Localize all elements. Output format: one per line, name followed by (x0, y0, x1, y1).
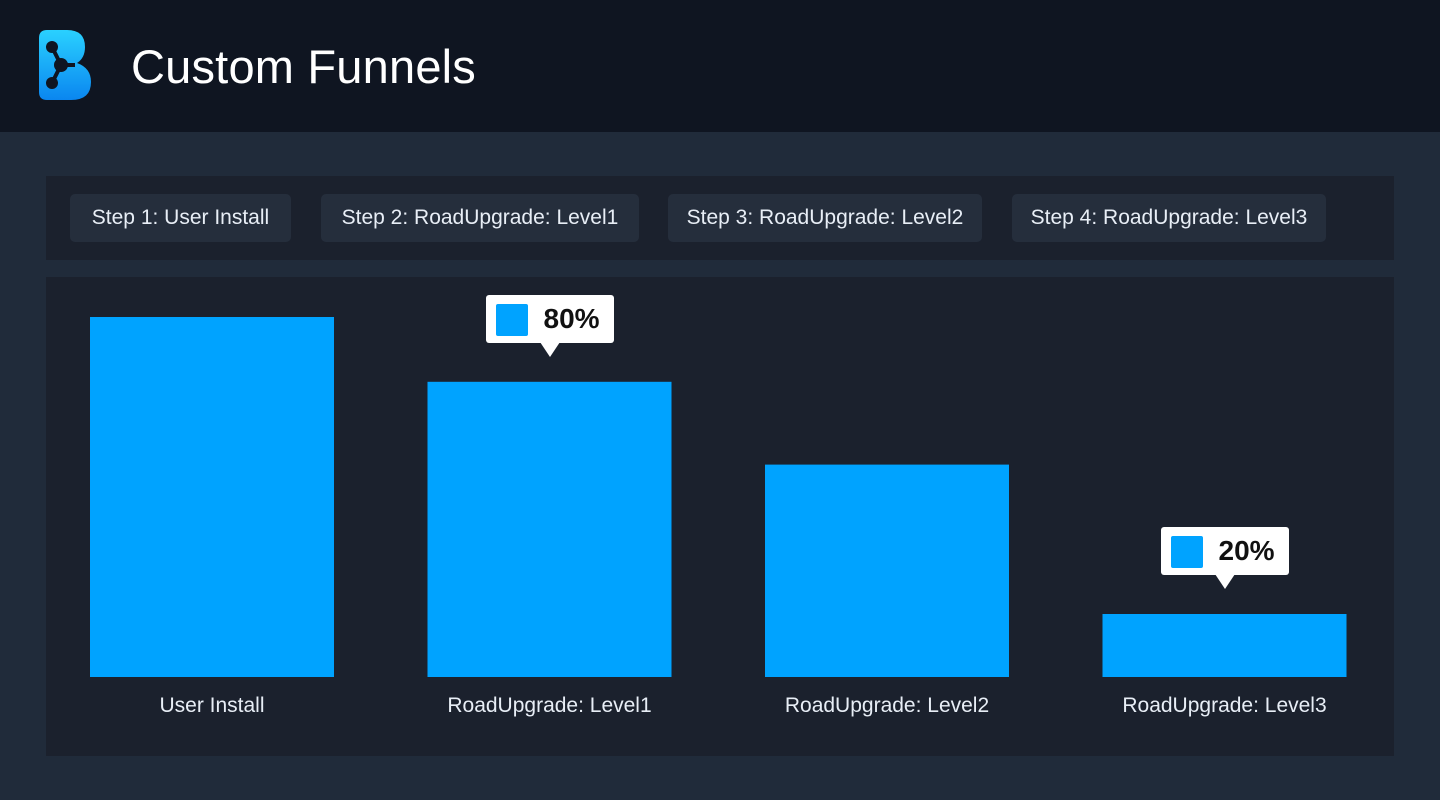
share-nodes-b-logo-icon (39, 30, 91, 100)
funnel-chart: User Install RoadUpgrade: Level1 RoadUpg… (46, 277, 1394, 756)
funnel-bar[interactable] (427, 381, 672, 677)
funnel-bar[interactable] (765, 464, 1009, 677)
x-axis-label-level3: RoadUpgrade: Level3 (1122, 694, 1327, 717)
funnel-chart-canvas (90, 317, 1347, 677)
page-title: Custom Funnels (131, 40, 476, 93)
funnel-bar[interactable] (90, 317, 334, 677)
step-chip-4[interactable]: Step 4: RoadUpgrade: Level3 (1012, 194, 1326, 242)
bar-tooltip-level1: 80% (485, 294, 614, 357)
step-chip-1[interactable]: Step 1: User Install (70, 194, 291, 242)
tooltip-value: 20% (1218, 535, 1275, 566)
funnel-bar[interactable] (1102, 614, 1347, 677)
tooltip-pointer (1214, 574, 1235, 589)
tooltip-pointer (539, 341, 560, 357)
x-axis-label-user-install: User Install (159, 694, 265, 717)
tooltip-value: 80% (543, 302, 600, 334)
funnel-steps-bar: Step 1: User Install Step 2: RoadUpgrade… (46, 176, 1394, 260)
x-axis-label-level1: RoadUpgrade: Level1 (447, 694, 652, 717)
series-color-swatch (495, 303, 528, 336)
app-header: Custom Funnels (0, 0, 1440, 132)
step-chip-3[interactable]: Step 3: RoadUpgrade: Level2 (668, 194, 982, 242)
x-axis-label-level2: RoadUpgrade: Level2 (784, 694, 990, 717)
bar-tooltip-level3: 20% (1160, 527, 1289, 589)
step-chip-2[interactable]: Step 2: RoadUpgrade: Level1 (321, 194, 639, 242)
series-color-swatch (1170, 536, 1203, 568)
